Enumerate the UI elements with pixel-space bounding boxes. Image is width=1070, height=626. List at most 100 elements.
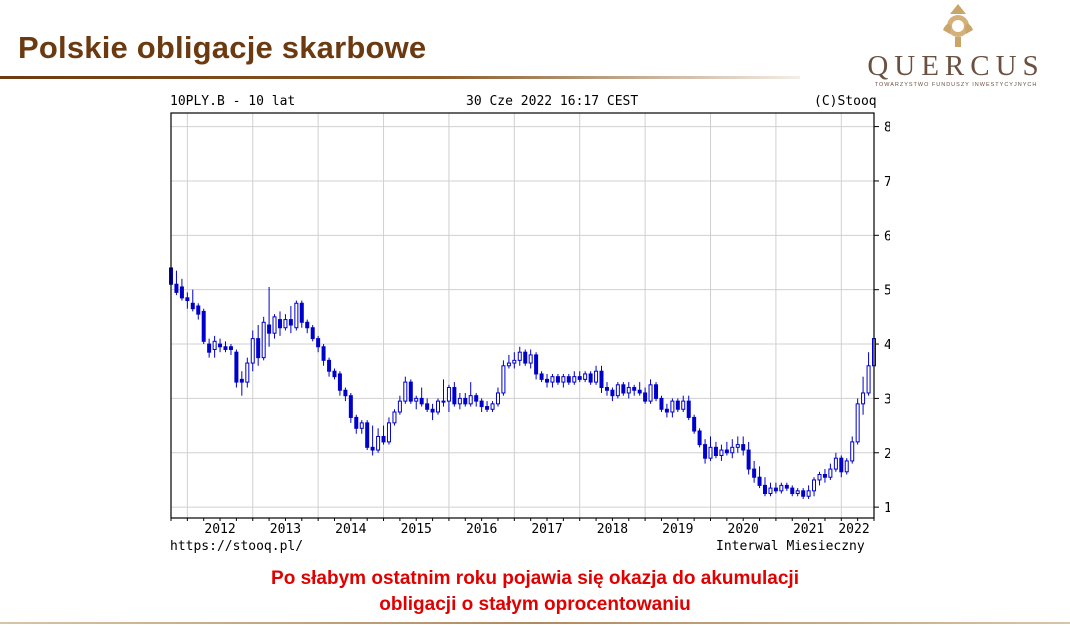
candle-body: [365, 422, 370, 448]
logo-wordmark: QUERCUS: [867, 50, 1045, 82]
candle-body: [539, 373, 544, 380]
candle-body: [719, 449, 724, 456]
candle-body: [278, 319, 283, 329]
candle-body: [561, 376, 566, 383]
y-tick-label: 1: [884, 501, 890, 516]
candle-body: [359, 422, 364, 429]
plot-frame: [170, 112, 875, 519]
bond-yield-chart: 1 2 3 4 5 6 7 8 2012 2013 2014 2015 2016 2017 2018 2019…: [169, 112, 890, 537]
candle-body: [566, 376, 571, 383]
candle-body: [196, 305, 201, 315]
candle-body: [419, 397, 424, 405]
x-tick-label: 2018: [597, 522, 628, 537]
candle-body: [812, 479, 817, 492]
candle-body: [670, 400, 675, 413]
candle-body: [822, 474, 827, 478]
candle-body: [594, 370, 599, 383]
candle-body: [686, 400, 691, 418]
candle-body: [861, 392, 866, 405]
candle-body: [446, 387, 451, 402]
candle-body: [174, 283, 179, 293]
candle-body: [294, 302, 299, 329]
candle-body: [572, 376, 577, 383]
candle-body: [452, 387, 457, 405]
candle-body: [414, 397, 419, 402]
candle-body: [397, 400, 402, 413]
candle-body: [239, 378, 244, 383]
candle-body: [626, 387, 631, 394]
candle-body: [207, 343, 212, 353]
candle-body: [474, 395, 479, 402]
candle-body: [801, 490, 806, 497]
candle-body: [555, 376, 560, 383]
candle-body: [648, 384, 653, 402]
y-tick-label: 6: [884, 229, 890, 244]
y-tick-label: 8: [884, 121, 890, 136]
y-tick-label: 5: [884, 284, 890, 299]
caption-line-2: obligacji o stałym oprocentowaniu: [379, 594, 691, 615]
candle-body: [741, 444, 746, 451]
chart-header-right: (C)Stooq: [814, 94, 877, 109]
candle-body: [223, 346, 228, 350]
candle-body: [588, 373, 593, 383]
candle-body: [332, 370, 337, 378]
title-underline: [0, 76, 800, 79]
candle-body: [724, 449, 729, 454]
candle-body: [850, 441, 855, 462]
caption-line-1: Po słabym ostatnim roku pojawia się okaz…: [271, 568, 799, 589]
candle-body: [272, 316, 277, 334]
y-tick-label: 4: [884, 338, 890, 353]
chart-interval-label: Interwal Miesieczny: [716, 539, 865, 554]
x-tick-label: 2015: [401, 522, 432, 537]
slide-title: Polskie obligacje skarbowe: [18, 30, 427, 65]
candle-body: [833, 457, 838, 470]
candle-body: [779, 484, 784, 492]
candle-body: [534, 354, 539, 375]
candle-body: [337, 373, 342, 391]
candle-body: [381, 435, 386, 443]
chart-source-link[interactable]: https://stooq.pl/: [170, 539, 304, 554]
candle-body: [610, 389, 615, 397]
candle-body: [654, 384, 659, 399]
x-tick-label: 2014: [335, 522, 366, 537]
candle-body: [501, 365, 506, 394]
y-tick-label: 7: [884, 175, 890, 190]
candle-body: [201, 310, 206, 342]
x-tick-label: 2013: [270, 522, 301, 537]
candle-body: [310, 327, 315, 340]
candle-body: [713, 446, 718, 456]
candle-body: [730, 446, 735, 454]
candle-body: [828, 468, 833, 478]
plot-area: [171, 113, 874, 518]
candle-body: [692, 416, 697, 432]
x-tick-label: 2021: [793, 522, 824, 537]
candle-body: [762, 484, 767, 495]
candle-body: [305, 321, 310, 329]
candle-body: [267, 324, 272, 334]
candle-body: [817, 474, 822, 481]
company-logo: QUERCUS TOWARZYSTWO FUNDUSZY INWESTYCYJN…: [858, 0, 1058, 95]
candle-body: [583, 373, 588, 380]
oak-crest-icon: [943, 4, 973, 47]
candle-body: [185, 297, 190, 302]
candle-body: [327, 359, 332, 372]
candle-body: [479, 400, 484, 408]
candle-body: [703, 444, 708, 459]
candle-body: [343, 389, 348, 397]
candle-body: [545, 378, 550, 383]
candle-body: [621, 384, 626, 394]
candle-body: [463, 397, 468, 405]
candle-body: [517, 351, 522, 361]
candle-body: [632, 387, 637, 391]
candle-body: [637, 389, 642, 394]
candle-body: [485, 406, 490, 410]
candle-body: [256, 338, 261, 359]
candle-body: [468, 395, 473, 405]
chart-header-center: 30 Cze 2022 16:17 CEST: [466, 94, 639, 109]
candle-body: [697, 430, 702, 446]
candle-body: [370, 446, 375, 451]
candle-body: [348, 395, 353, 418]
candle-body: [806, 490, 811, 497]
candle-body: [386, 422, 391, 443]
candle-body: [190, 302, 195, 310]
